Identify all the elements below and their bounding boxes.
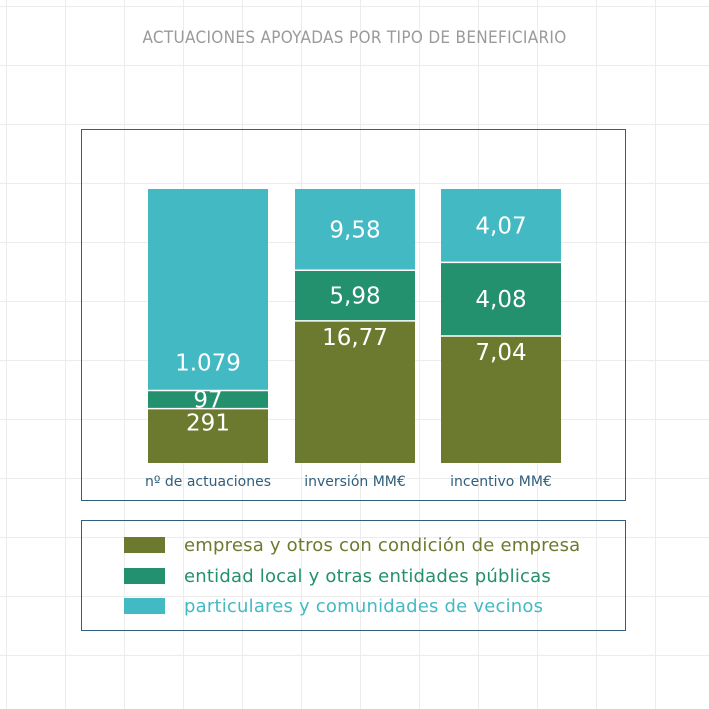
- bar-incentivo-empresa: [441, 336, 561, 463]
- bar-incentivo-particulares: [441, 189, 561, 263]
- bar-incentivo-entidad-local: [441, 262, 561, 337]
- value-label-incentivo-empresa: 7,04: [475, 340, 526, 366]
- value-label-inversion-entidad-local: 5,98: [329, 284, 380, 310]
- value-label-incentivo-entidad-local: 4,08: [475, 287, 526, 313]
- bar-actuaciones-particulares: [148, 189, 268, 391]
- value-label-inversion-empresa: 16,77: [322, 325, 388, 351]
- legend-item-entidad-local: entidad local y otras entidades públicas: [124, 564, 551, 588]
- value-label-inversion-particulares: 9,58: [329, 218, 380, 244]
- value-label-actuaciones-empresa: 291: [186, 411, 230, 437]
- chart-frame: 291 97 1.079 nº de actuaciones 16,77 5,98 9,58…: [81, 129, 626, 501]
- legend-label-entidad-local: entidad local y otras entidades públicas: [184, 565, 551, 587]
- category-label-inversion: inversión MM€: [304, 474, 406, 490]
- chart-title: ACTUACIONES APOYADAS POR TIPO DE BENEFIC…: [142, 28, 567, 48]
- bar-inversion-empresa: [295, 320, 415, 463]
- legend-swatch-empresa: [124, 537, 165, 553]
- value-label-incentivo-particulares: 4,07: [475, 214, 526, 240]
- legend-swatch-particulares: [124, 598, 165, 614]
- legend-item-particulares: particulares y comunidades de vecinos: [124, 594, 543, 618]
- legend: empresa y otros con condición de empresa…: [81, 520, 626, 631]
- category-label-incentivo: incentivo MM€: [450, 474, 552, 490]
- value-label-actuaciones-particulares: 1.079: [175, 351, 241, 377]
- bar-inversion-particulares: [295, 189, 415, 271]
- legend-label-particulares: particulares y comunidades de vecinos: [184, 595, 544, 617]
- value-label-actuaciones-entidad-local: 97: [193, 388, 222, 414]
- bar-actuaciones-entidad-local: [148, 390, 268, 409]
- bar-actuaciones-empresa: [148, 408, 268, 463]
- legend-label-empresa: empresa y otros con condición de empresa: [184, 534, 581, 556]
- legend-item-empresa: empresa y otros con condición de empresa: [124, 533, 580, 557]
- category-label-actuaciones: nº de actuaciones: [145, 474, 271, 490]
- bar-inversion-entidad-local: [295, 270, 415, 321]
- legend-swatch-entidad-local: [124, 568, 165, 584]
